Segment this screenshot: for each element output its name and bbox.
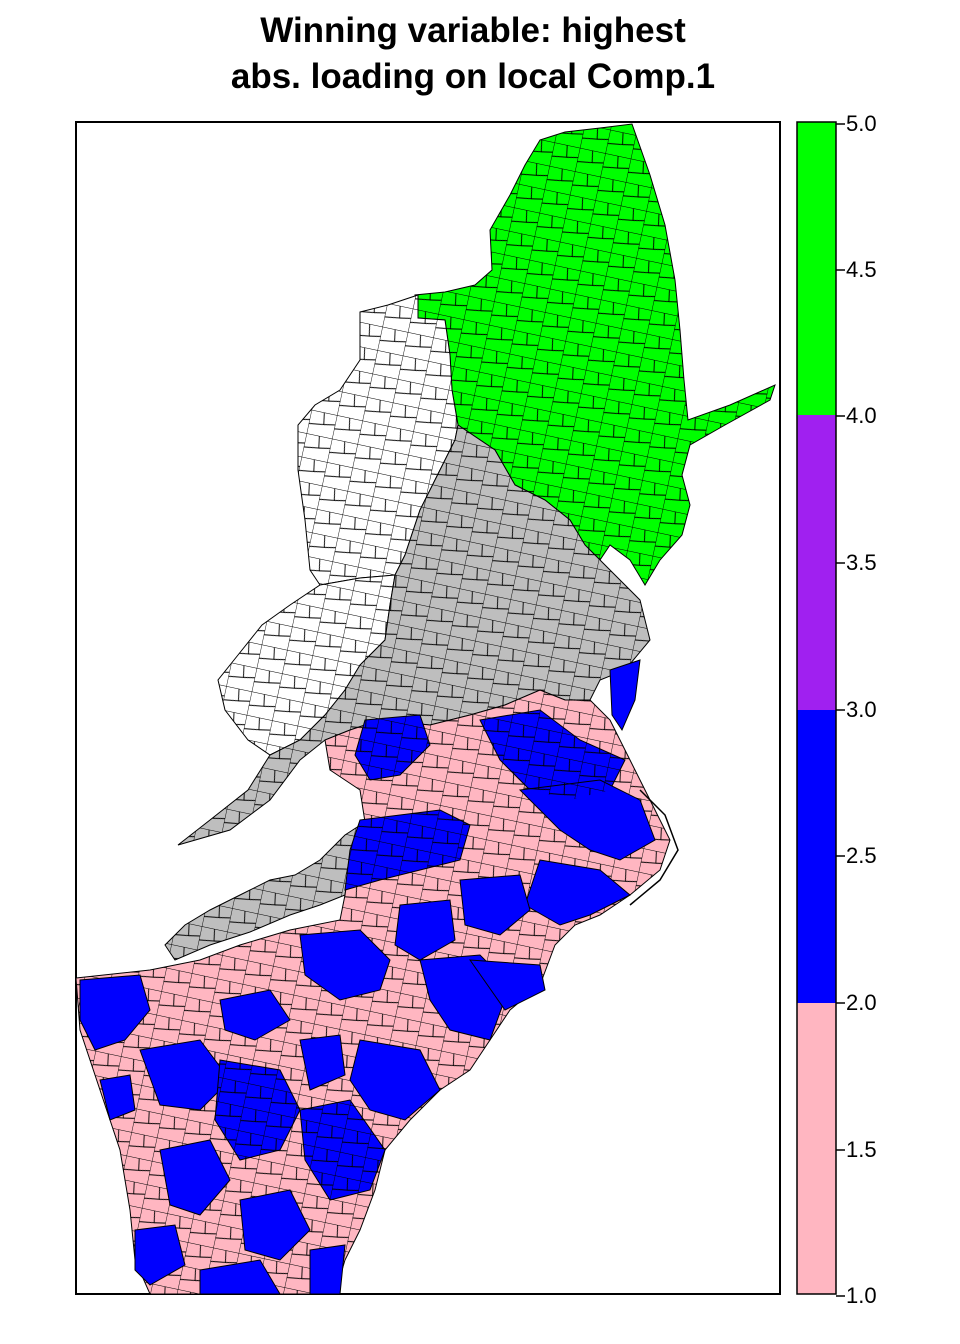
title-line-1: Winning variable: highest <box>260 11 686 50</box>
legend-tick-label: 5.0 <box>846 111 877 136</box>
legend-tick-label: 4.5 <box>846 257 877 282</box>
legend-colorbar <box>796 121 845 1297</box>
legend-tick-label: 3.0 <box>846 697 877 722</box>
map-title: Winning variable: highest abs. loading o… <box>0 8 946 100</box>
legend-tick-label: 4.0 <box>846 403 877 428</box>
outer-banks <box>629 789 679 906</box>
legend-tick-label: 2.5 <box>846 843 877 868</box>
title-line-2: abs. loading on local Comp.1 <box>230 57 716 96</box>
legend-tick-label: 3.5 <box>846 550 877 575</box>
legend-tick-label: 2.0 <box>846 990 877 1015</box>
legend-tick-label: 1.0 <box>846 1283 877 1308</box>
legend-tick-label: 1.5 <box>846 1137 877 1162</box>
map-frame <box>75 121 781 1295</box>
map-regions <box>76 123 776 1294</box>
